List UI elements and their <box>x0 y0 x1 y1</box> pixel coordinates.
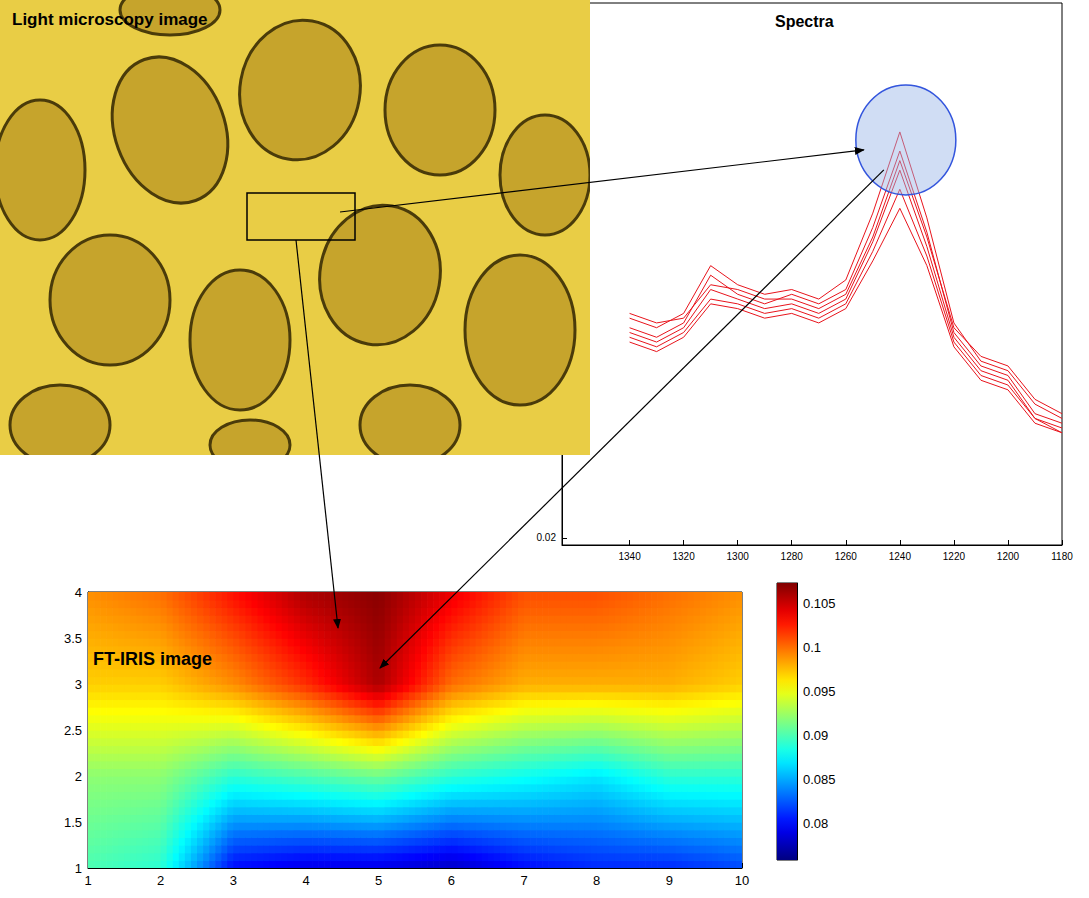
svg-text:1: 1 <box>75 861 82 876</box>
svg-text:0.105: 0.105 <box>803 596 836 611</box>
svg-text:0.095: 0.095 <box>803 684 836 699</box>
svg-text:9: 9 <box>666 873 673 888</box>
svg-text:3.5: 3.5 <box>64 631 82 646</box>
svg-text:1220: 1220 <box>943 551 966 562</box>
svg-text:0.08: 0.08 <box>803 816 828 831</box>
svg-text:3: 3 <box>230 873 237 888</box>
svg-text:0.1: 0.1 <box>803 640 821 655</box>
svg-text:Spectra: Spectra <box>775 13 834 30</box>
svg-text:4: 4 <box>75 585 82 600</box>
svg-text:8: 8 <box>593 873 600 888</box>
html-text:Light microscopy image: Light microscopy image <box>12 10 208 29</box>
svg-text:2.5: 2.5 <box>64 723 82 738</box>
svg-text:0.085: 0.085 <box>803 772 836 787</box>
svg-text:10: 10 <box>735 873 749 888</box>
svg-text:7: 7 <box>520 873 527 888</box>
svg-text:1.5: 1.5 <box>64 815 82 830</box>
svg-text:1280: 1280 <box>781 551 804 562</box>
svg-text:5: 5 <box>375 873 382 888</box>
svg-text:1300: 1300 <box>727 551 750 562</box>
svg-text:1340: 1340 <box>618 551 641 562</box>
svg-text:3: 3 <box>75 677 82 692</box>
svg-text:1: 1 <box>84 873 91 888</box>
svg-text:1180: 1180 <box>1051 551 1073 562</box>
svg-text:1240: 1240 <box>889 551 912 562</box>
svg-text:4: 4 <box>302 873 309 888</box>
svg-text:2: 2 <box>157 873 164 888</box>
svg-text:1260: 1260 <box>835 551 858 562</box>
svg-text:1200: 1200 <box>997 551 1020 562</box>
svg-text:6: 6 <box>448 873 455 888</box>
svg-text:0.09: 0.09 <box>803 728 828 743</box>
svg-text:2: 2 <box>75 769 82 784</box>
svg-text:FT-IRIS image: FT-IRIS image <box>93 649 212 669</box>
svg-text:0.02: 0.02 <box>537 532 557 543</box>
svg-text:1320: 1320 <box>672 551 695 562</box>
